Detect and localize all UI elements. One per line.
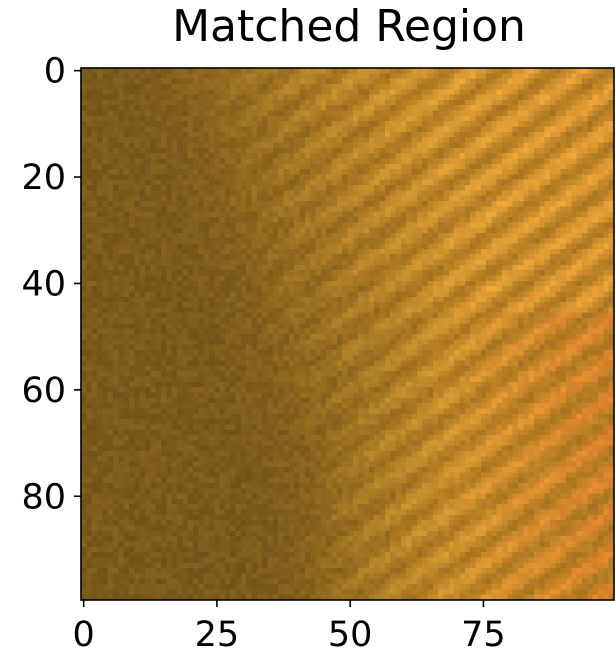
matched-region-image (81, 68, 615, 601)
x-tick-label: 25 (195, 615, 240, 655)
chart-title: Matched Region (172, 1, 526, 52)
y-tick-label: 40 (21, 264, 66, 304)
y-tick-label: 80 (21, 477, 66, 517)
plot-frame (80, 67, 615, 601)
y-tick-label: 60 (21, 371, 66, 411)
x-tick-label: 0 (73, 615, 95, 655)
y-tick-label: 20 (21, 158, 66, 198)
x-tick-label: 50 (328, 615, 373, 655)
x-tick-label: 75 (461, 615, 506, 655)
plot-area (81, 68, 615, 601)
axes: 0 25 50 75 0 20 40 60 80 (21, 52, 615, 655)
y-tick-label: 0 (44, 52, 66, 92)
